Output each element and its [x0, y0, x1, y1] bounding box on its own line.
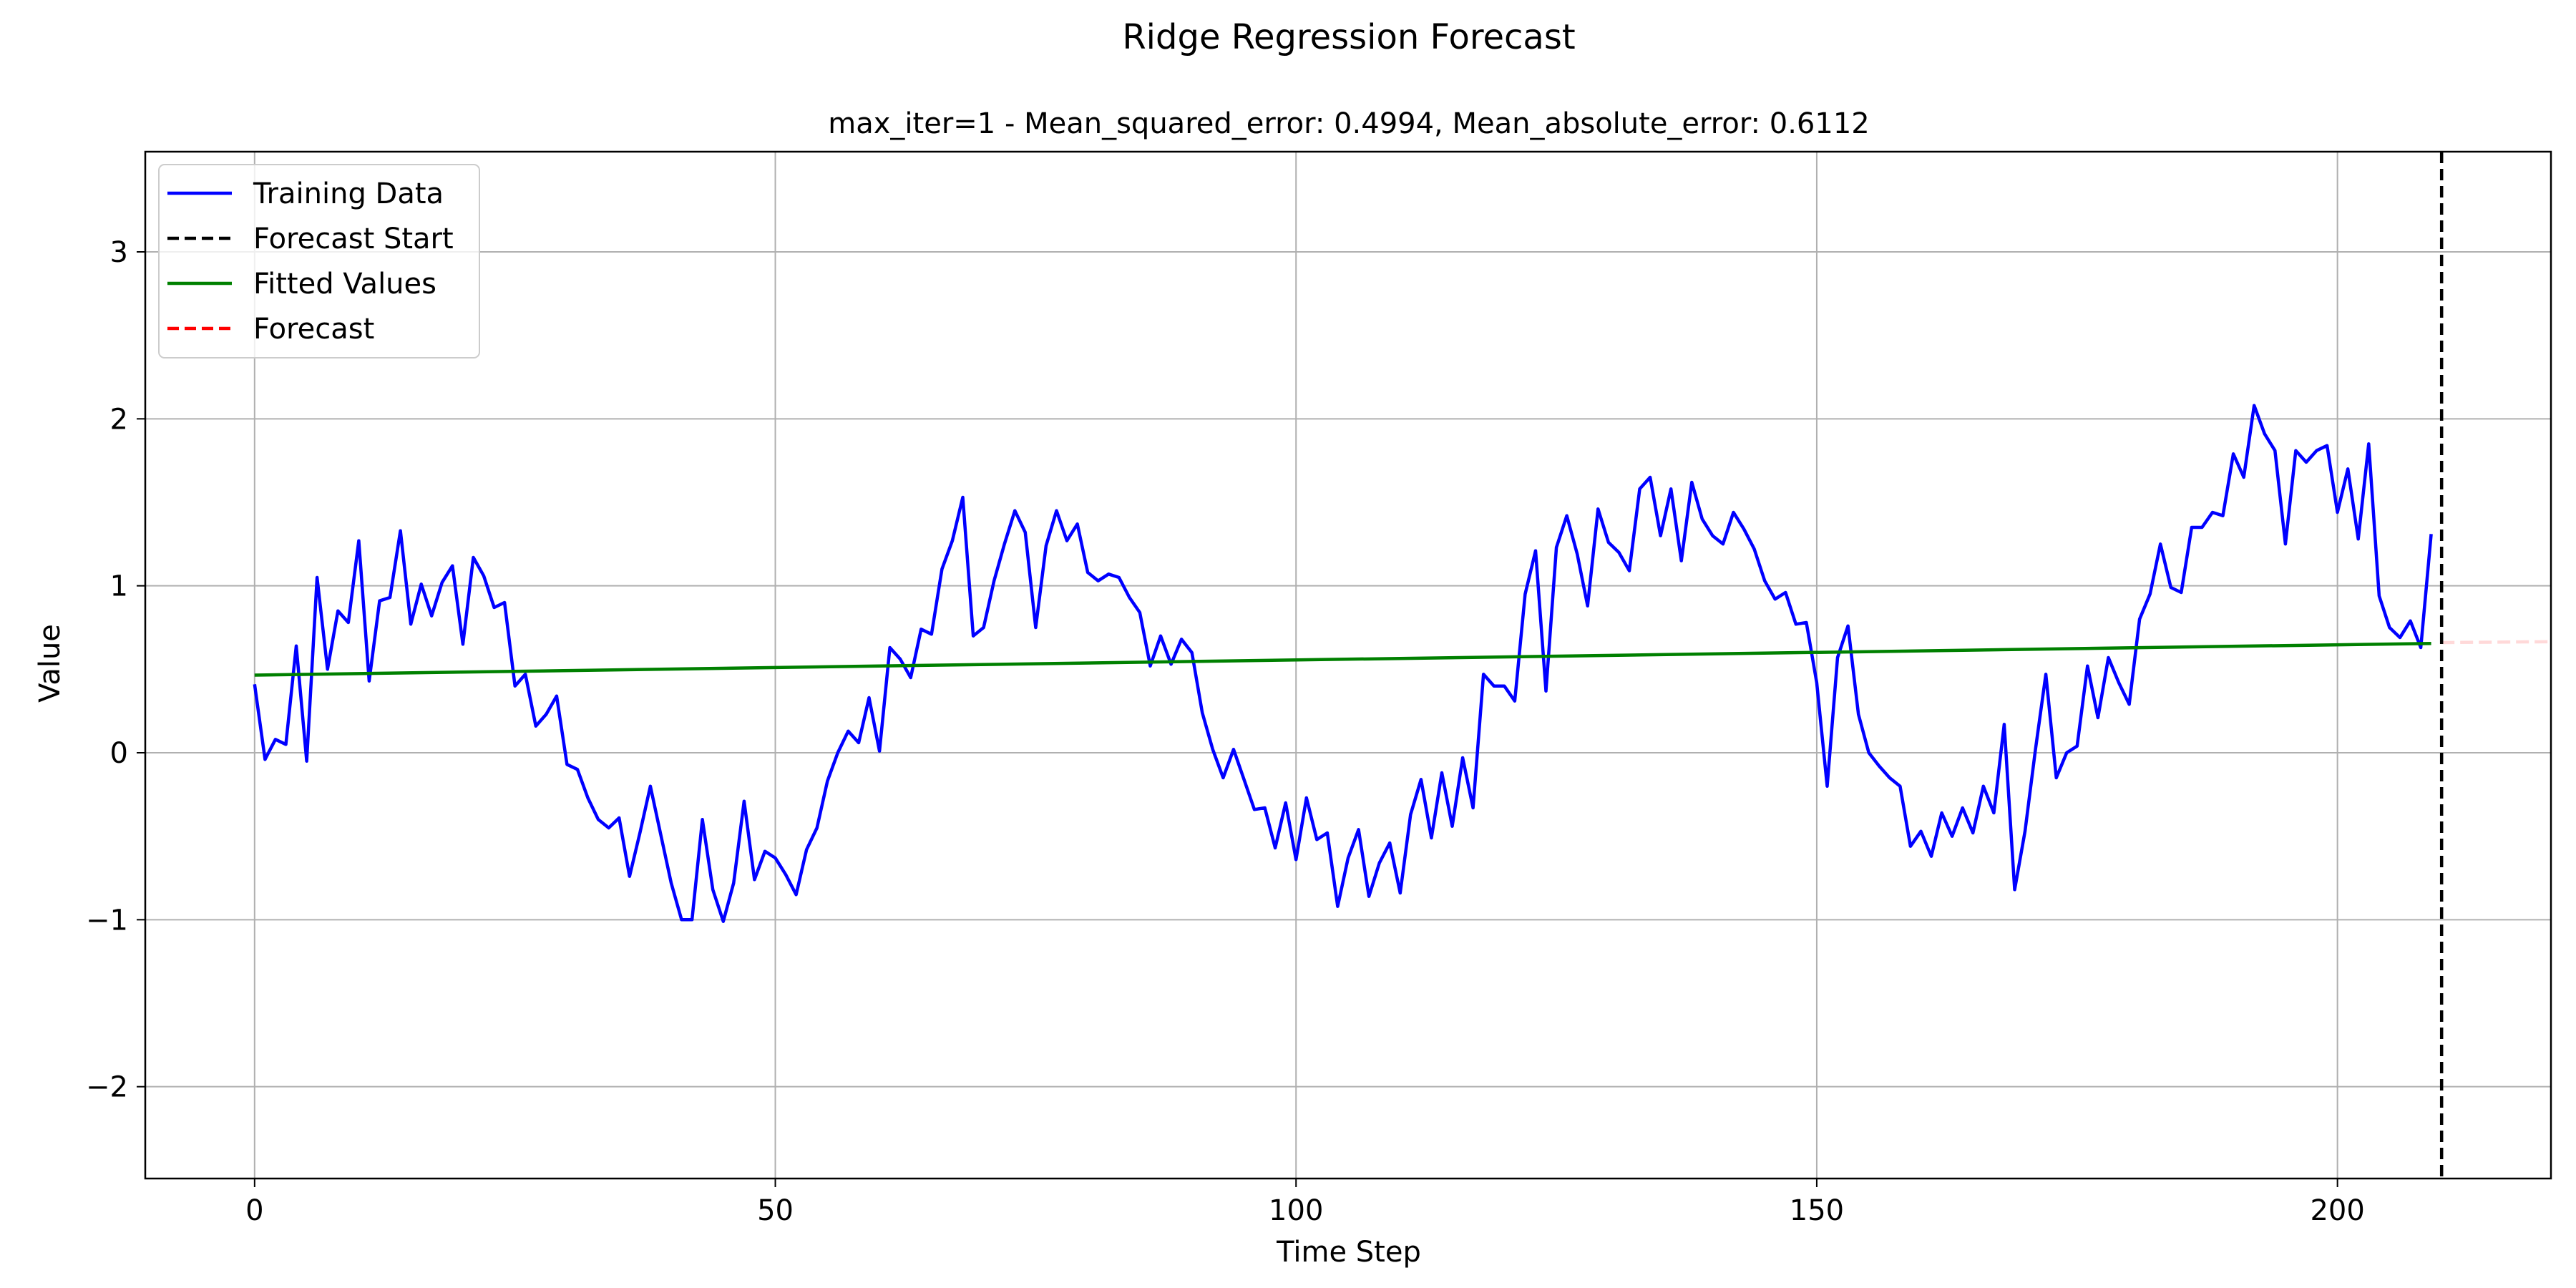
legend-label: Fitted Values [253, 268, 436, 301]
legend-box [158, 164, 480, 358]
series-line-fitted-values [254, 641, 2431, 677]
chart-subtitle: max_iter=1 - Mean_squared_error: 0.4994,… [828, 107, 1869, 140]
y-tick-label: 1 [110, 570, 128, 603]
y-tick-label: 2 [110, 403, 128, 436]
axis-ticks: 0 50 100 150 200 −2 −1 0 1 2 3 [86, 236, 2365, 1227]
x-tick-label: 200 [2310, 1194, 2364, 1227]
y-tick-label: −1 [86, 904, 128, 937]
series-line-training-data [253, 404, 2433, 923]
legend-label: Forecast [253, 313, 374, 346]
x-tick-label: 100 [1269, 1194, 1323, 1227]
legend-label: Forecast Start [253, 223, 454, 255]
series-line-forecast [2441, 640, 2551, 645]
x-tick-label: 150 [1790, 1194, 1844, 1227]
figure-title: Ridge Regression Forecast [1122, 17, 1575, 57]
x-axis-label: Time Step [1276, 1236, 1421, 1269]
plot-frame [144, 150, 2552, 1180]
legend-label: Training Data [253, 177, 444, 210]
legend: Training Data Forecast Start Fitted Values… [158, 164, 480, 358]
grid [145, 152, 2551, 1179]
y-tick-label: 3 [110, 236, 128, 269]
y-tick-label: −2 [86, 1071, 128, 1104]
y-axis-label: Value [34, 624, 67, 703]
series-layer [253, 152, 2551, 1179]
x-tick-label: 0 [245, 1194, 263, 1227]
x-tick-label: 50 [757, 1194, 794, 1227]
y-tick-label: 0 [110, 737, 128, 770]
